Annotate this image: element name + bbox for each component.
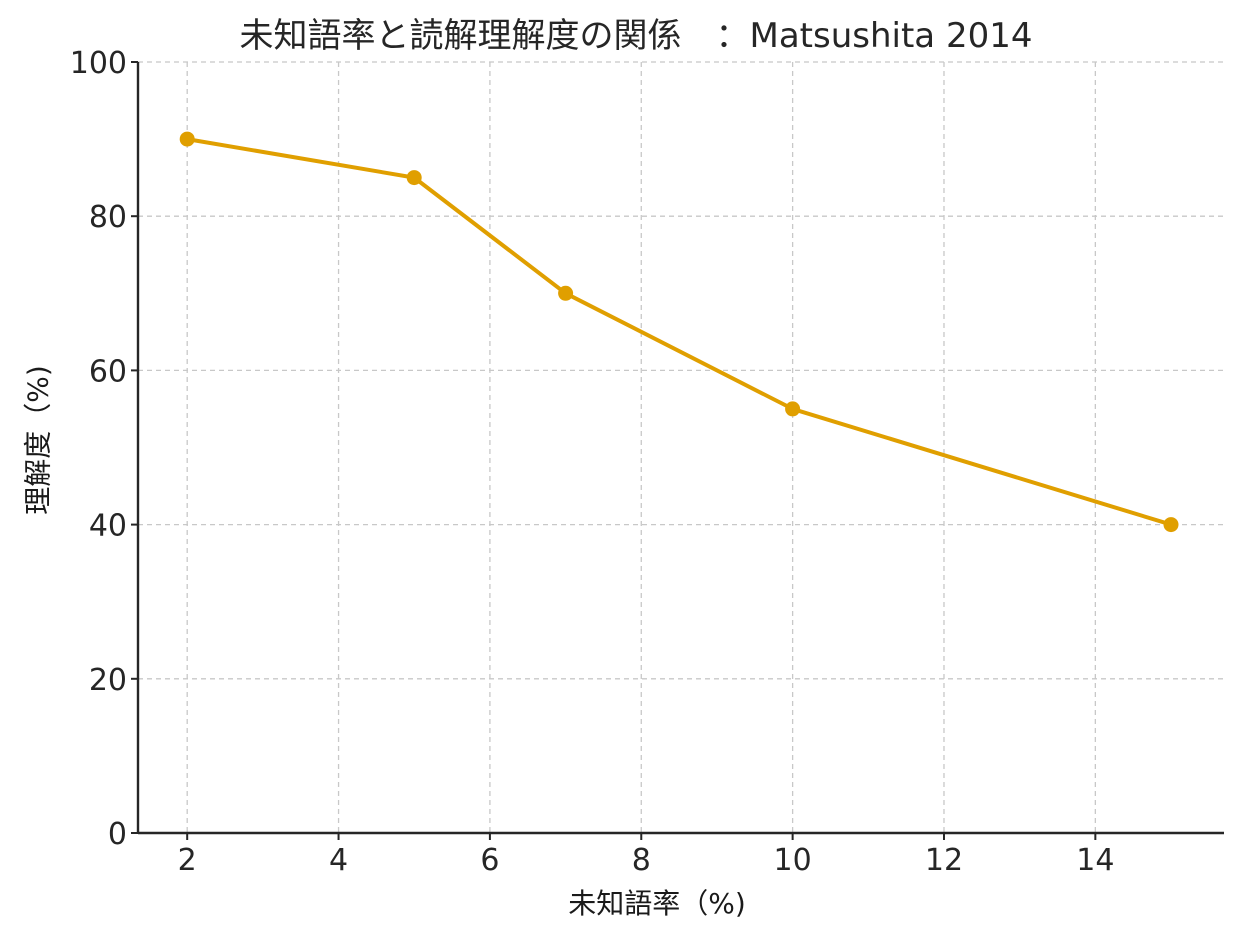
y-ticks: 0 20 40 60 80 100 — [70, 46, 138, 852]
data-point-3 — [785, 401, 801, 417]
data-points — [179, 131, 1179, 533]
data-point-4 — [1163, 517, 1179, 533]
x-tick-label: 14 — [1076, 843, 1114, 878]
x-tick-label: 10 — [774, 843, 812, 878]
x-tick-label: 12 — [925, 843, 963, 878]
y-tick-label: 80 — [89, 200, 127, 235]
series-line — [185, 137, 1173, 527]
y-axis-label: 理解度（%) — [22, 365, 55, 515]
y-tick-label: 60 — [89, 354, 127, 389]
x-axis-label: 未知語率（%) — [568, 887, 746, 920]
x-tick-label: 2 — [178, 843, 197, 878]
grid — [138, 61, 1224, 833]
x-tick-label: 4 — [329, 843, 348, 878]
data-point-1 — [406, 170, 422, 186]
x-tick-label: 8 — [632, 843, 651, 878]
chart-title: 未知語率と読解理解度の関係 ：Matsushita 2014 — [240, 16, 1033, 56]
x-tick-label: 6 — [480, 843, 499, 878]
data-point-0 — [179, 131, 195, 147]
y-tick-label: 0 — [108, 817, 127, 852]
y-tick-label: 40 — [89, 509, 127, 544]
y-tick-label: 20 — [89, 663, 127, 698]
x-ticks: 2 4 6 8 10 12 14 — [178, 833, 1114, 878]
data-point-2 — [558, 285, 574, 301]
y-tick-label: 100 — [70, 46, 127, 81]
